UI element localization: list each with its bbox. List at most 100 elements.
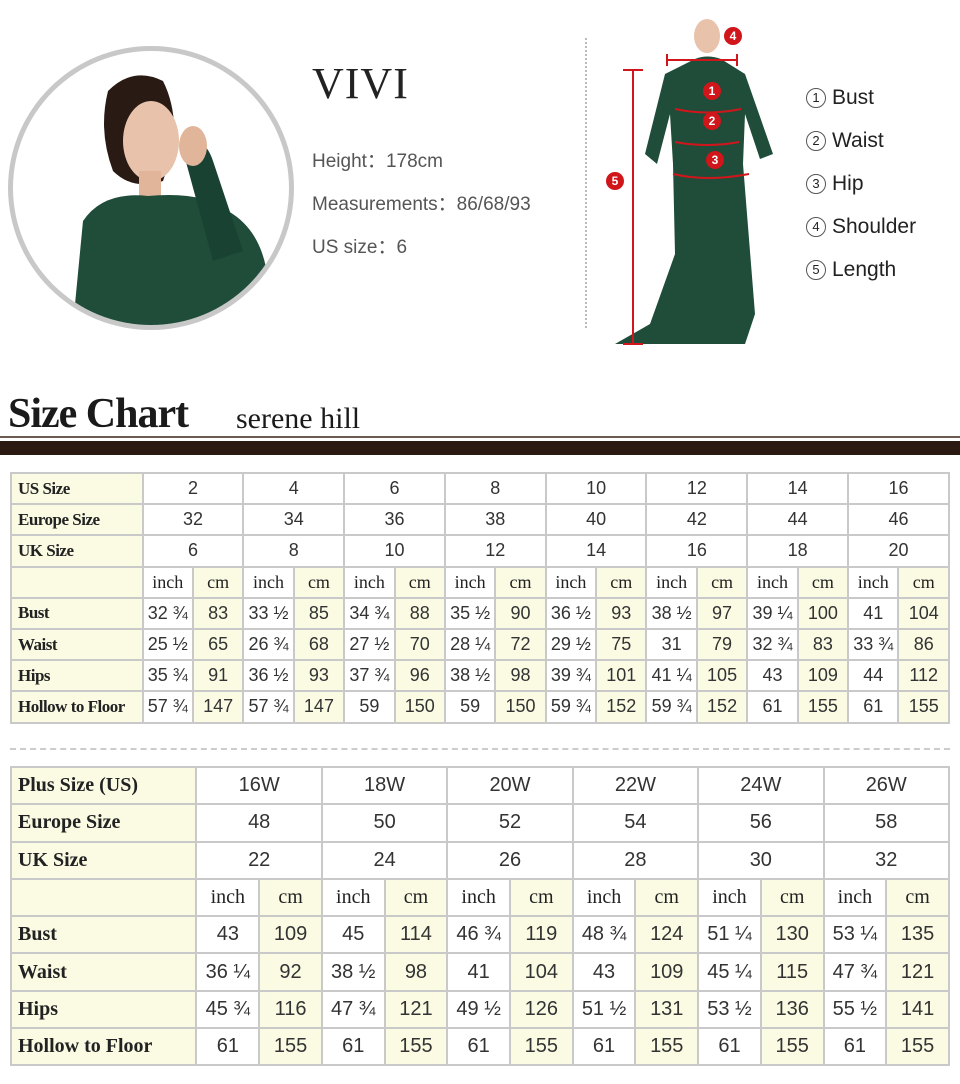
unit-cm: cm	[759, 877, 825, 918]
inch-cell: 61	[446, 1027, 511, 1067]
unit-inch: inch	[141, 565, 194, 599]
size-cell: 36	[343, 503, 446, 537]
cm-cell: 85	[292, 596, 346, 630]
inch-cell: 51 ½	[571, 989, 637, 1030]
marker-3: 3	[712, 153, 719, 167]
size-cell: 10	[544, 471, 648, 506]
size-cell: 8	[242, 534, 346, 568]
size-cell: 24	[320, 840, 449, 880]
plus-size-table: Plus Size (US) 16W 18W 20W 22W 24W 26W Europe S…	[9, 765, 951, 1067]
inch-cell: 36 ½	[544, 596, 598, 630]
size-cell: 14	[544, 534, 648, 568]
unit-inch: inch	[746, 565, 799, 599]
header-row: US Size 2 4 6 8 10 12 14 16	[10, 471, 950, 506]
size-cell: 12	[645, 471, 749, 506]
size-cell: 42	[645, 503, 749, 537]
unit-cm: cm	[897, 565, 950, 599]
cm-cell: 155	[759, 1027, 825, 1067]
cm-cell: 152	[595, 690, 648, 724]
size-cell: 28	[571, 840, 700, 880]
number-badge: 2	[806, 131, 826, 151]
inch-cell: 53 ¼	[822, 915, 888, 955]
cm-cell: 131	[634, 989, 700, 1030]
inch-cell: 57 ¾	[242, 690, 295, 724]
inch-cell: 43	[571, 952, 637, 992]
cm-cell: 155	[796, 690, 850, 724]
marker-1: 1	[709, 84, 716, 98]
row-label: Bust	[10, 596, 144, 630]
number-badge: 4	[806, 217, 826, 237]
size-cell: 18W	[320, 765, 449, 806]
size-cell: 32	[822, 840, 951, 880]
row-label: Plus Size (US)	[9, 765, 198, 806]
size-cell: 4	[242, 471, 346, 506]
row-label: Waist	[10, 627, 144, 662]
size-cell: 6	[141, 534, 245, 568]
row-label: Hollow to Floor	[10, 690, 144, 724]
model-measurements: Measurements：86/68/93	[312, 194, 531, 215]
units-row: inch cm inch cm inch cm inch cm inch cm inch cm inch…	[10, 565, 950, 599]
cm-cell: 136	[759, 989, 825, 1030]
size-cell: 2	[141, 471, 245, 506]
inch-cell: 61	[847, 690, 900, 724]
legend-label: Bust	[832, 86, 875, 109]
legend-item-shoulder: 4 Shoulder	[806, 215, 916, 258]
cm-cell: 121	[885, 952, 950, 992]
size-cell: 24W	[697, 765, 825, 806]
cm-cell: 68	[292, 627, 346, 662]
size-cell: 44	[746, 503, 850, 537]
unit-inch: inch	[446, 877, 511, 918]
marker-4: 4	[730, 29, 737, 43]
size-cell: 50	[320, 803, 449, 843]
inch-cell: 37 ¾	[343, 659, 396, 693]
cm-cell: 72	[494, 627, 547, 662]
cm-cell: 75	[595, 627, 648, 662]
divider	[10, 748, 950, 750]
row-label: UK Size	[10, 534, 144, 568]
cm-cell: 100	[796, 596, 850, 630]
empty-cell	[10, 565, 144, 599]
model-name: VIVI	[312, 59, 409, 108]
legend-label: Shoulder	[832, 215, 917, 238]
legend-label: Waist	[832, 129, 884, 152]
legend-label: Hip	[832, 172, 864, 195]
unit-cm: cm	[494, 565, 547, 599]
number-badge: 3	[806, 174, 826, 194]
cm-cell: 109	[258, 915, 323, 955]
inch-cell: 61	[697, 1027, 762, 1067]
cm-cell: 121	[383, 989, 449, 1030]
row-label: Hips	[9, 989, 198, 1030]
header-row: Europe Size 48 50 52 54 56 58	[9, 803, 951, 843]
cm-cell: 92	[258, 952, 323, 992]
marker-2: 2	[709, 114, 716, 128]
unit-inch: inch	[195, 877, 261, 918]
size-cell: 38	[443, 503, 547, 537]
unit-cm: cm	[191, 565, 245, 599]
legend-item-waist: 2 Waist	[806, 129, 916, 172]
empty-cell	[9, 877, 198, 918]
row-label: Hips	[10, 659, 144, 693]
unit-inch: inch	[443, 565, 497, 599]
size-cell: 16	[847, 471, 950, 506]
cm-cell: 97	[695, 596, 749, 630]
size-cell: 40	[544, 503, 648, 537]
row-label: Europe Size	[9, 803, 198, 843]
unit-cm: cm	[595, 565, 648, 599]
standard-size-table: US Size 2 4 6 8 10 12 14 16 Europe Size 32 34 36 38 40…	[10, 471, 950, 724]
size-cell: 56	[697, 803, 825, 843]
inch-cell: 26 ¾	[242, 627, 295, 662]
cm-cell: 112	[897, 659, 950, 693]
size-cell: 32	[141, 503, 245, 537]
size-chart-title: Size Chart	[8, 391, 189, 437]
size-cell: 22W	[571, 765, 700, 806]
unit-cm: cm	[383, 877, 449, 918]
cm-cell: 91	[191, 659, 245, 693]
cm-cell: 126	[509, 989, 574, 1030]
number-badge: 5	[806, 260, 826, 280]
unit-cm: cm	[292, 565, 346, 599]
cm-cell: 119	[509, 915, 574, 955]
inch-cell: 61	[195, 1027, 261, 1067]
unit-inch: inch	[697, 877, 762, 918]
size-cell: 12	[443, 534, 547, 568]
inch-cell: 38 ½	[645, 596, 698, 630]
